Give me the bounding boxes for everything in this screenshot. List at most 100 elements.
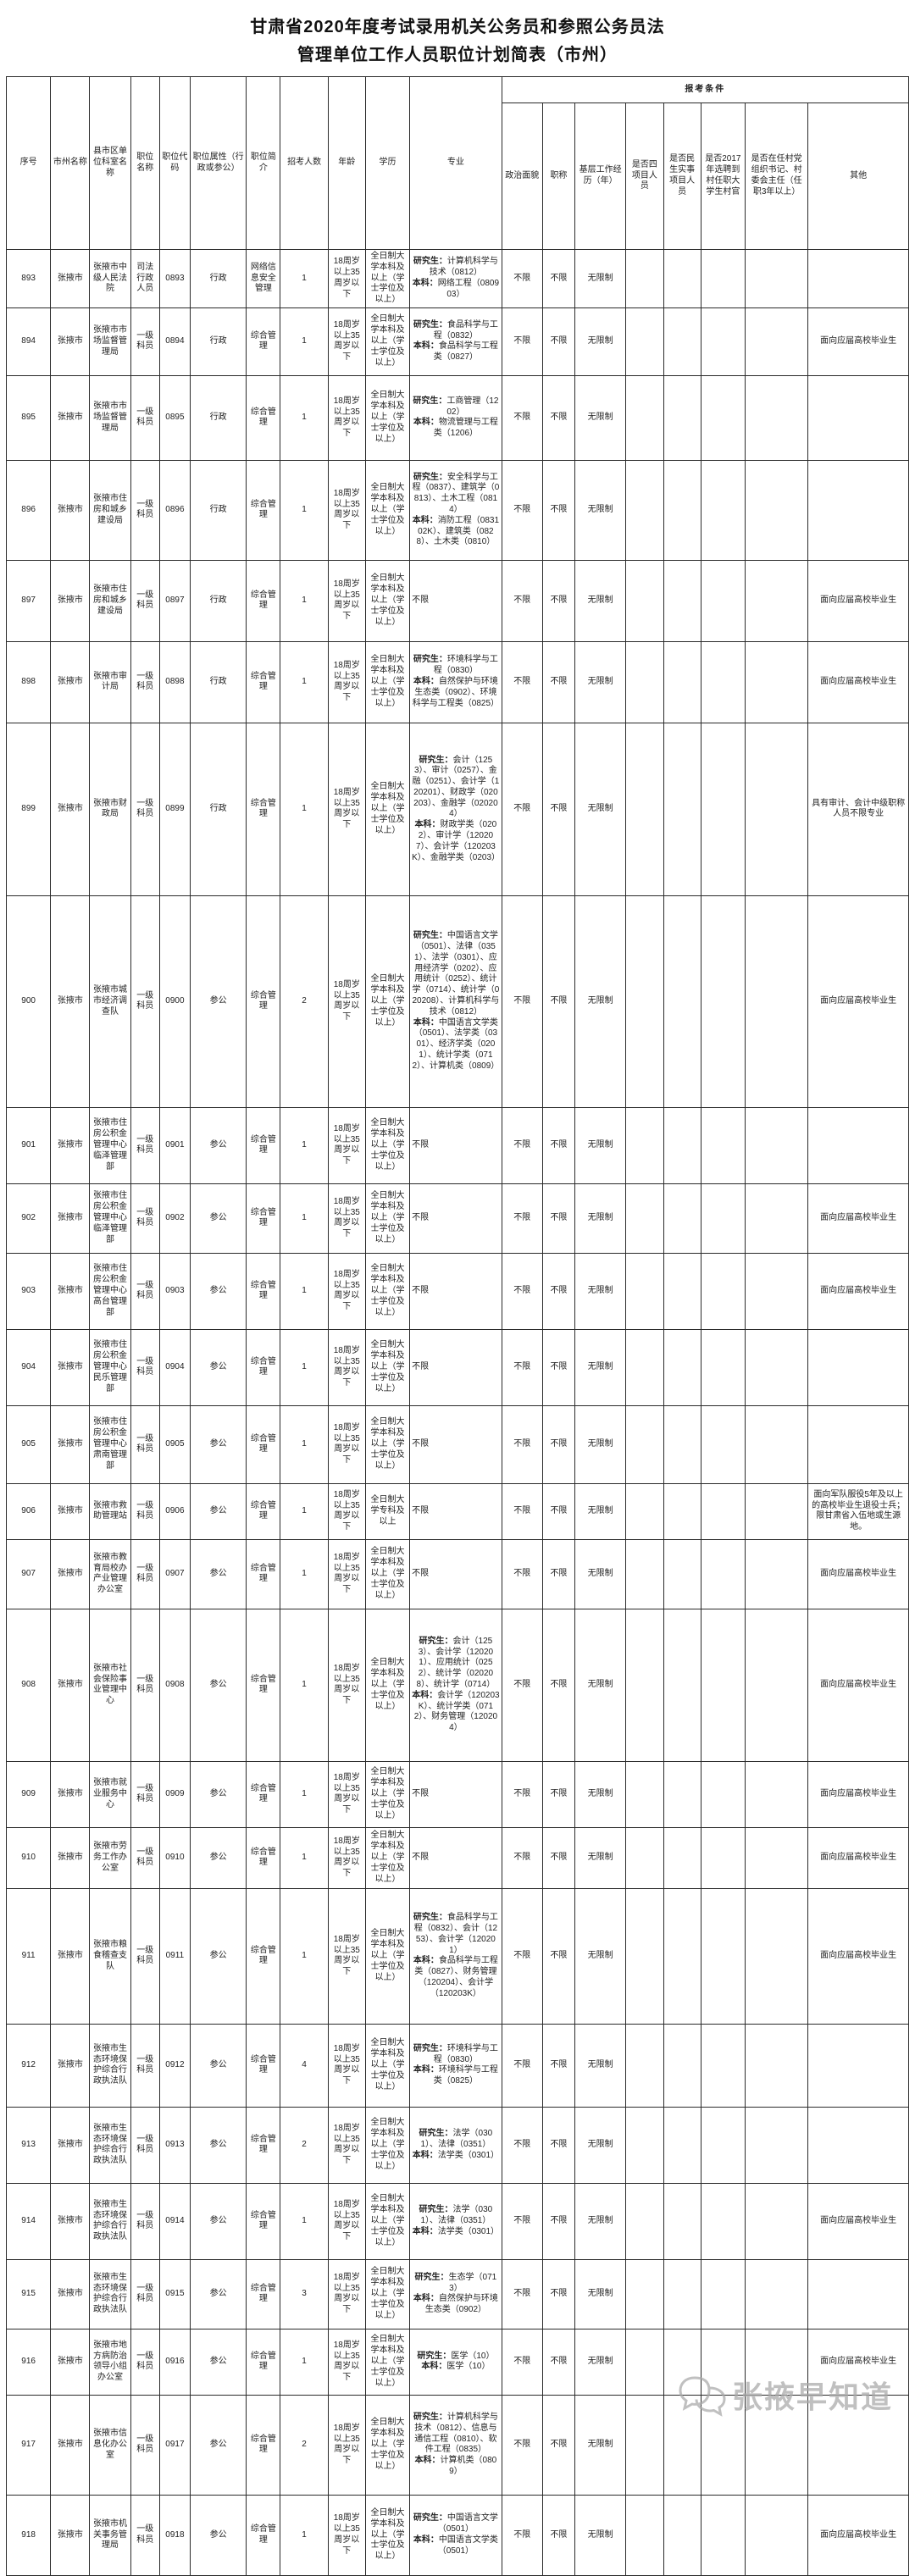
cell-unit: 张掖市生态环境保护综合行政执法队: [89, 2023, 131, 2108]
cell-no: 894: [5, 307, 52, 376]
cell-count: 1: [280, 640, 329, 723]
cell-village: [744, 640, 809, 723]
cell-political: 不限: [501, 1404, 543, 1484]
cell-no: 908: [5, 1608, 52, 1762]
cell-grassroots: 无限制: [574, 1887, 627, 2025]
cell-code: 0897: [158, 559, 191, 642]
cell-count: 2: [280, 2106, 329, 2184]
cell-other: [807, 2258, 909, 2329]
cell-count: 2: [280, 895, 329, 1108]
cell-code: 0894: [158, 307, 191, 376]
cell-grassroots: 无限制: [574, 307, 627, 376]
cell-four: [625, 1328, 664, 1406]
cell-y2017: [700, 2394, 746, 2496]
cell-attr: 参公: [189, 2494, 247, 2576]
cell-political: 不限: [501, 1106, 543, 1184]
table-body: 893 张掖市 张掖市中级人民法院 司法行政人员 0893 行政 网络信息安全管理 1 18周岁…: [5, 249, 909, 2576]
cell-edu: 全日制大学本科及以上（学士学位及以上）: [364, 1252, 411, 1330]
cell-major: 研究生：法学（0301）、法律（0351） 本科：法学类（0301）: [409, 2182, 502, 2260]
cell-minsheng: [663, 249, 702, 308]
cell-brief: 综合管理: [246, 2258, 281, 2329]
cell-grassroots: 无限制: [574, 895, 627, 1108]
cell-unit: 张掖市生态环境保护综合行政执法队: [89, 2258, 131, 2329]
cell-code: 0899: [158, 722, 191, 896]
table-row: 906 张掖市 张掖市救助管理站 一级科员 0906 参公 综合管理 1 18周岁以上35周岁以…: [5, 1482, 909, 1540]
cell-code: 0909: [158, 1760, 191, 1828]
cell-brief: 综合管理: [246, 1482, 281, 1540]
cell-city: 张掖市: [50, 374, 91, 461]
cell-village: [744, 249, 809, 308]
cell-y2017: [700, 2182, 746, 2260]
cell-count: 1: [280, 1887, 329, 2025]
table-row: 912 张掖市 张掖市生态环境保护综合行政执法队 一级科员 0912 参公 综合管理 4 18周…: [5, 2023, 909, 2108]
cell-edu: 全日制大学本科及以上（学士学位及以上）: [364, 1887, 411, 2025]
cell-code: 0898: [158, 640, 191, 723]
cell-grassroots: 无限制: [574, 559, 627, 642]
cell-other: 面向应届高校毕业生: [807, 2328, 909, 2396]
cell-age: 18周岁以上35周岁以下: [327, 722, 366, 896]
cell-code: 0900: [158, 895, 191, 1108]
cell-attr: 参公: [189, 2023, 247, 2108]
cell-brief: 综合管理: [246, 1760, 281, 1828]
cell-y2017: [700, 374, 746, 461]
cell-post: 一级科员: [130, 1106, 160, 1184]
cell-minsheng: [663, 1887, 702, 2025]
cell-attr: 参公: [189, 1183, 247, 1254]
cell-brief: 综合管理: [246, 559, 281, 642]
cell-four: [625, 249, 664, 308]
cell-attr: 参公: [189, 1608, 247, 1762]
cell-no: 899: [5, 722, 52, 896]
cell-political: 不限: [501, 1608, 543, 1762]
cell-count: 1: [280, 2182, 329, 2260]
cell-attr: 参公: [189, 1826, 247, 1889]
cell-minsheng: [663, 640, 702, 723]
cell-city: 张掖市: [50, 1183, 91, 1254]
cell-code: 0901: [158, 1106, 191, 1184]
cell-other: 面向军队服役5年及以上的高校毕业生退役士兵；限甘肃省入伍地或生源地。: [807, 1482, 909, 1540]
cell-major: 研究生：会计（1253）、审计（0257）、金融（0251）、会计学（12020…: [409, 722, 502, 896]
cell-village: [744, 1608, 809, 1762]
cell-other: [807, 459, 909, 561]
cell-unit: 张掖市城市经济调查队: [89, 895, 131, 1108]
cell-brief: 综合管理: [246, 307, 281, 376]
cell-brief: 综合管理: [246, 2394, 281, 2496]
cell-count: 1: [280, 374, 329, 461]
cell-other: [807, 249, 909, 308]
cell-village: [744, 1106, 809, 1184]
cell-no: 898: [5, 640, 52, 723]
cell-count: 1: [280, 1538, 329, 1609]
cell-post: 一级科员: [130, 374, 160, 461]
cell-edu: 全日制大学本科及以上（学士学位及以上）: [364, 640, 411, 723]
table-row: 896 张掖市 张掖市住房和城乡建设局 一级科员 0896 行政 综合管理 1 18周岁以上35…: [5, 459, 909, 561]
cell-edu: 全日制大学本科及以上（学士学位及以上）: [364, 1404, 411, 1484]
cell-minsheng: [663, 895, 702, 1108]
cell-post: 一级科员: [130, 1328, 160, 1406]
cell-y2017: [700, 722, 746, 896]
cell-count: 1: [280, 307, 329, 376]
cell-brief: 综合管理: [246, 374, 281, 461]
cell-other: 面向应届高校毕业生: [807, 1760, 909, 1828]
cell-attr: 参公: [189, 1328, 247, 1406]
cell-unit: 张掖市地方病防治领导小组办公室: [89, 2328, 131, 2396]
cell-four: [625, 2258, 664, 2329]
cell-other: 面向应届高校毕业生: [807, 2182, 909, 2260]
cell-city: 张掖市: [50, 559, 91, 642]
cell-prof: 不限: [541, 2394, 576, 2496]
cell-age: 18周岁以上35周岁以下: [327, 559, 366, 642]
cell-city: 张掖市: [50, 1404, 91, 1484]
cell-attr: 参公: [189, 1252, 247, 1330]
cell-political: 不限: [501, 1482, 543, 1540]
cell-unit: 张掖市就业服务中心: [89, 1760, 131, 1828]
cell-y2017: [700, 1404, 746, 1484]
cell-post: 司法行政人员: [130, 249, 160, 308]
cell-count: 1: [280, 1328, 329, 1406]
cell-age: 18周岁以上35周岁以下: [327, 1183, 366, 1254]
cell-major: 不限: [409, 1760, 502, 1828]
cell-post: 一级科员: [130, 895, 160, 1108]
table-row: 910 张掖市 张掖市劳务工作办公室 一级科员 0910 参公 综合管理 1 18周岁以上35周…: [5, 1826, 909, 1889]
cell-four: [625, 2494, 664, 2576]
cell-y2017: [700, 1887, 746, 2025]
cell-city: 张掖市: [50, 1482, 91, 1540]
cell-y2017: [700, 2106, 746, 2184]
cell-grassroots: 无限制: [574, 374, 627, 461]
